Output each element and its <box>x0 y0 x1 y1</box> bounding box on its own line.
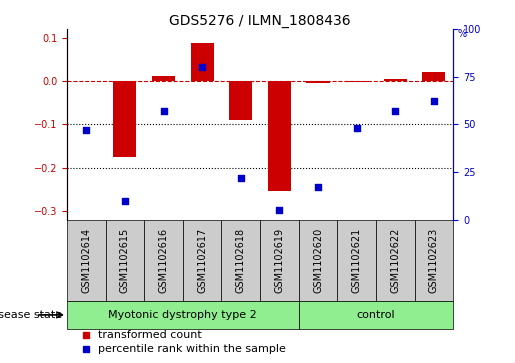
Title: GDS5276 / ILMN_1808436: GDS5276 / ILMN_1808436 <box>169 14 351 28</box>
FancyBboxPatch shape <box>144 220 183 301</box>
Text: GSM1102617: GSM1102617 <box>197 228 207 293</box>
Point <box>236 175 245 180</box>
Bar <box>229 81 252 120</box>
Point <box>430 98 438 104</box>
Point <box>391 108 400 114</box>
Text: GSM1102619: GSM1102619 <box>274 228 284 293</box>
Point <box>159 108 167 114</box>
Text: transformed count: transformed count <box>98 330 201 340</box>
FancyBboxPatch shape <box>183 220 221 301</box>
Text: GSM1102620: GSM1102620 <box>313 228 323 293</box>
FancyBboxPatch shape <box>299 301 453 329</box>
Text: GSM1102618: GSM1102618 <box>236 228 246 293</box>
FancyBboxPatch shape <box>106 220 144 301</box>
Text: control: control <box>356 310 396 320</box>
Bar <box>422 72 445 81</box>
FancyBboxPatch shape <box>260 220 299 301</box>
Text: disease state: disease state <box>0 310 62 320</box>
FancyBboxPatch shape <box>221 220 260 301</box>
Bar <box>345 81 368 82</box>
Text: GSM1102621: GSM1102621 <box>352 228 362 293</box>
Bar <box>113 81 136 157</box>
Bar <box>268 81 291 191</box>
Text: %: % <box>457 29 466 39</box>
Text: GSM1102623: GSM1102623 <box>429 228 439 293</box>
FancyBboxPatch shape <box>376 220 415 301</box>
Bar <box>191 43 214 81</box>
Text: GSM1102616: GSM1102616 <box>159 228 168 293</box>
Point <box>352 125 360 131</box>
Point <box>82 127 91 133</box>
Point <box>121 197 129 203</box>
Bar <box>152 76 175 81</box>
FancyBboxPatch shape <box>299 220 337 301</box>
Text: GSM1102615: GSM1102615 <box>120 228 130 293</box>
Bar <box>306 81 330 83</box>
FancyBboxPatch shape <box>67 301 299 329</box>
Point <box>198 64 206 70</box>
Text: Myotonic dystrophy type 2: Myotonic dystrophy type 2 <box>109 310 257 320</box>
FancyBboxPatch shape <box>67 220 106 301</box>
FancyBboxPatch shape <box>415 220 453 301</box>
Text: GSM1102622: GSM1102622 <box>390 228 400 293</box>
Bar <box>384 79 407 81</box>
Text: percentile rank within the sample: percentile rank within the sample <box>98 344 286 354</box>
FancyBboxPatch shape <box>337 220 376 301</box>
Text: GSM1102614: GSM1102614 <box>81 228 91 293</box>
Point <box>314 184 322 190</box>
Point <box>275 207 283 213</box>
